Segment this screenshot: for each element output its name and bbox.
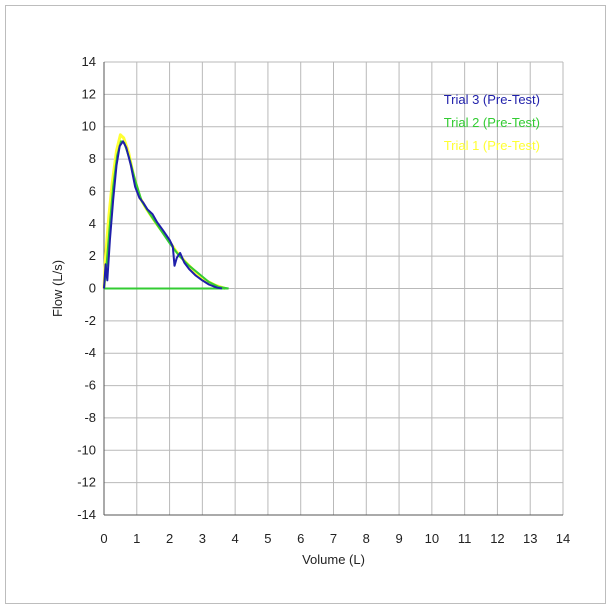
x-tick-label: 9 — [395, 531, 402, 546]
x-tick-label: 13 — [523, 531, 537, 546]
x-tick-label: 14 — [556, 531, 570, 546]
legend-entry: Trial 2 (Pre-Test) — [444, 115, 540, 130]
series-line — [103, 140, 223, 290]
legend-entry: Trial 3 (Pre-Test) — [444, 92, 540, 107]
y-tick-label: -10 — [77, 442, 96, 457]
legend: Trial 3 (Pre-Test) Trial 2 (Pre-Test) Tria… — [444, 92, 540, 153]
x-tick-label: 1 — [133, 531, 140, 546]
y-tick-label: -12 — [77, 475, 96, 490]
y-tick-label: 14 — [82, 54, 96, 69]
legend-entry: Trial 1 (Pre-Test) — [444, 138, 540, 153]
y-tick-label: -6 — [84, 378, 96, 393]
x-axis-label: Volume (L) — [302, 552, 365, 567]
chart-frame — [5, 5, 606, 604]
y-tick-label: -4 — [84, 345, 96, 360]
y-axis-label: Flow (L/s) — [50, 260, 65, 317]
y-tick-label: 6 — [89, 183, 96, 198]
x-tick-label: 5 — [264, 531, 271, 546]
x-tick-label: 4 — [232, 531, 239, 546]
x-tick-labels: 0 1 2 3 4 5 6 7 8 9 10 11 12 13 14 — [100, 531, 570, 546]
y-tick-label: 8 — [89, 151, 96, 166]
x-tick-label: 3 — [199, 531, 206, 546]
x-tick-label: 2 — [166, 531, 173, 546]
x-tick-label: 8 — [363, 531, 370, 546]
y-tick-label: 2 — [89, 248, 96, 263]
x-tick-label: 0 — [100, 531, 107, 546]
y-tick-label: 0 — [89, 281, 96, 296]
y-tick-label: 10 — [82, 119, 96, 134]
x-tick-label: 6 — [297, 531, 304, 546]
y-tick-label: -2 — [84, 313, 96, 328]
y-tick-label: 4 — [89, 216, 96, 231]
grid — [103, 61, 564, 516]
y-tick-labels: -14 -12 -10 -8 -6 -4 -2 0 2 4 6 8 10 12 14 — [77, 54, 96, 522]
x-tick-label: 11 — [458, 531, 472, 546]
y-tick-label: -14 — [77, 507, 96, 522]
series-lines — [102, 133, 229, 290]
x-tick-label: 10 — [425, 531, 439, 546]
x-tick-label: 12 — [490, 531, 504, 546]
y-tick-label: -8 — [84, 410, 96, 425]
series-line — [102, 133, 226, 290]
series-line — [103, 140, 229, 290]
y-tick-label: 12 — [82, 86, 96, 101]
x-tick-label: 7 — [330, 531, 337, 546]
